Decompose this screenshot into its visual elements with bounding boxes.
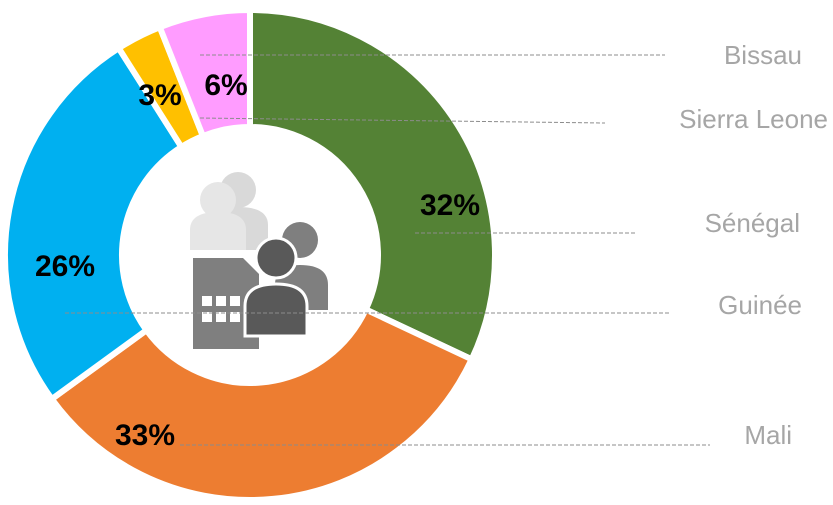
data-label: 26% [35, 250, 95, 283]
data-label: 33% [115, 419, 175, 452]
donut-slice [47, 305, 476, 503]
legend-label: Mali [744, 420, 792, 450]
data-label: 6% [204, 69, 247, 102]
legend-label: Sierra Leone [679, 104, 828, 134]
legend-label: Guinée [718, 290, 802, 320]
legend-label: Sénégal [705, 208, 800, 238]
labels: 32% Sénégal 33% Mali 26% Guinée 3% Sierra Leone… [35, 40, 828, 452]
center-icon [190, 172, 328, 349]
data-label: 32% [420, 189, 480, 222]
donut-slice [155, 6, 253, 140]
donut-slice [2, 43, 186, 404]
data-label: 3% [138, 79, 181, 112]
legend-label: Bissau [724, 40, 802, 70]
donut-slice [247, 6, 498, 364]
slices [2, 6, 498, 503]
leader-line [199, 117, 606, 124]
